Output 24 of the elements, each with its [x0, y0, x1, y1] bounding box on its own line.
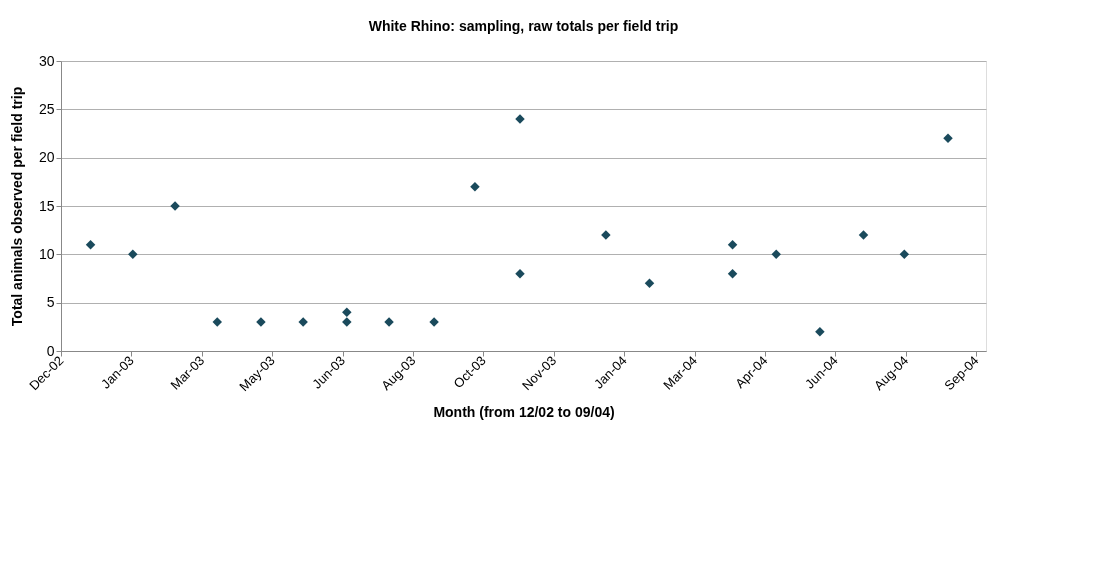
point: [515, 268, 525, 279]
x-axis-title: Month (from 12/02 to 09/04): [433, 404, 615, 421]
point: [943, 133, 953, 144]
y-tick-label: 20: [38, 149, 55, 166]
y-tick-label: 0: [46, 342, 55, 359]
point: [858, 230, 869, 240]
point: [128, 249, 138, 260]
point: [727, 239, 738, 250]
y-tick-label: 30: [38, 52, 55, 69]
point: [85, 239, 96, 250]
y-tick-label: 5: [46, 294, 55, 311]
point: [212, 317, 223, 327]
point: [771, 249, 781, 260]
y-axis-title: Total animals observed per field trip: [8, 86, 25, 327]
point: [644, 278, 655, 289]
y-tick-label: 10: [38, 245, 55, 262]
y-tick-label: 25: [38, 100, 55, 117]
point: [342, 307, 352, 318]
point: [470, 181, 480, 192]
point: [899, 249, 910, 260]
chart-title: White Rhino: sampling, raw totals per field trip: [368, 18, 679, 34]
y-tick-label: 15: [38, 197, 55, 214]
point: [727, 268, 738, 279]
point: [815, 326, 825, 337]
